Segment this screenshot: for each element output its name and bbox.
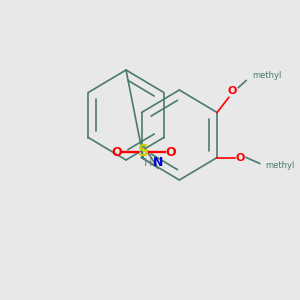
Text: S: S bbox=[138, 145, 149, 160]
Text: H: H bbox=[144, 158, 152, 168]
Text: methyl: methyl bbox=[252, 71, 281, 80]
Text: O: O bbox=[228, 85, 237, 95]
Text: O: O bbox=[236, 152, 245, 163]
Text: O: O bbox=[165, 146, 176, 158]
Text: O: O bbox=[111, 146, 122, 158]
Text: N: N bbox=[153, 157, 163, 169]
Text: methyl: methyl bbox=[266, 161, 295, 170]
